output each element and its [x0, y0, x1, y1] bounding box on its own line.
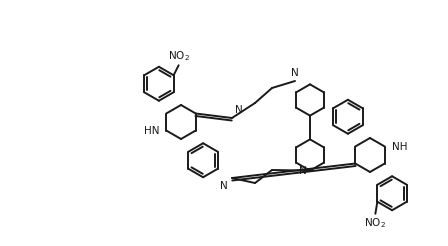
Text: N: N: [299, 166, 307, 176]
Text: NO$_2$: NO$_2$: [364, 216, 386, 230]
Text: HN: HN: [144, 125, 159, 136]
Text: N: N: [291, 68, 299, 78]
Text: NO$_2$: NO$_2$: [168, 49, 190, 63]
Text: NH: NH: [392, 141, 407, 152]
Text: N: N: [220, 181, 228, 191]
Text: N: N: [235, 105, 243, 115]
